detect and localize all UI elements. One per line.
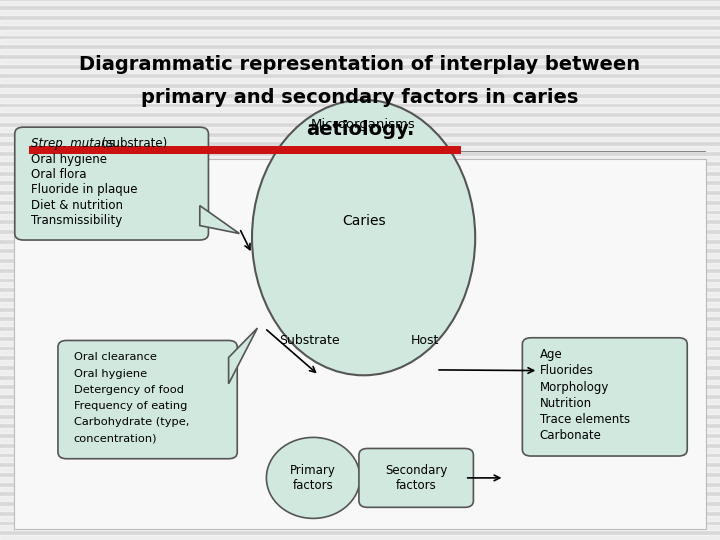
Text: Oral hygiene: Oral hygiene	[30, 152, 107, 165]
Bar	[0, 312, 720, 316]
Bar	[0, 78, 720, 83]
Bar	[0, 418, 720, 423]
Ellipse shape	[266, 437, 360, 518]
Bar	[0, 146, 720, 151]
Bar	[0, 0, 720, 132]
Bar	[0, 321, 720, 326]
Bar	[0, 59, 720, 64]
Text: Age: Age	[540, 348, 562, 361]
Text: concentration): concentration)	[73, 434, 157, 443]
Bar	[0, 214, 720, 219]
Bar	[0, 438, 720, 443]
Bar	[0, 477, 720, 482]
Bar	[0, 273, 720, 278]
Bar	[0, 166, 720, 171]
Text: Secondary
factors: Secondary factors	[385, 464, 447, 492]
Text: Diagrammatic representation of interplay between: Diagrammatic representation of interplay…	[79, 55, 641, 75]
Bar	[0, 30, 720, 35]
Bar	[0, 20, 720, 25]
Text: Microorganisms: Microorganisms	[311, 118, 416, 131]
Text: Diet & nutrition: Diet & nutrition	[30, 199, 122, 212]
Bar	[29, 151, 706, 152]
Bar	[0, 331, 720, 336]
FancyBboxPatch shape	[58, 341, 238, 459]
Bar	[0, 176, 720, 180]
Bar	[0, 244, 720, 248]
Polygon shape	[229, 328, 258, 384]
Bar	[0, 117, 720, 122]
Bar	[0, 360, 720, 365]
Bar	[0, 49, 720, 54]
Bar	[29, 146, 461, 154]
Text: Oral clearance: Oral clearance	[73, 353, 157, 362]
Text: Trace elements: Trace elements	[540, 413, 630, 426]
Bar	[0, 487, 720, 491]
Text: aetiology.: aetiology.	[306, 120, 414, 139]
Bar	[0, 263, 720, 268]
Bar	[0, 525, 720, 530]
Bar	[0, 127, 720, 132]
Bar	[0, 107, 720, 112]
Text: primary and secondary factors in caries: primary and secondary factors in caries	[141, 87, 579, 107]
Text: Strep. mutans: Strep. mutans	[30, 137, 114, 150]
Bar	[0, 1, 720, 5]
Text: Oral hygiene: Oral hygiene	[73, 369, 147, 379]
Bar	[0, 506, 720, 511]
Bar	[0, 98, 720, 103]
Bar	[0, 88, 720, 93]
Bar	[0, 380, 720, 384]
Bar	[0, 10, 720, 15]
Text: Substrate: Substrate	[279, 334, 340, 347]
Text: Morphology: Morphology	[540, 381, 609, 394]
Text: (substrate): (substrate)	[98, 137, 168, 150]
Bar	[0, 224, 720, 229]
Text: Frequency of eating: Frequency of eating	[73, 401, 187, 411]
Bar	[14, 159, 706, 529]
Bar	[0, 448, 720, 453]
Bar	[0, 389, 720, 394]
Text: Primary
factors: Primary factors	[290, 464, 336, 492]
Polygon shape	[199, 206, 239, 233]
Bar	[0, 399, 720, 404]
Text: Nutrition: Nutrition	[540, 397, 592, 410]
Bar	[0, 253, 720, 258]
FancyBboxPatch shape	[14, 127, 209, 240]
Text: Fluorides: Fluorides	[540, 364, 593, 377]
Bar	[0, 409, 720, 414]
Ellipse shape	[252, 100, 475, 375]
Text: Oral flora: Oral flora	[30, 168, 86, 181]
Bar	[0, 39, 720, 44]
Text: Carbohydrate (type,: Carbohydrate (type,	[73, 417, 189, 427]
Bar	[0, 156, 720, 161]
Bar	[0, 205, 720, 210]
Text: Transmissibility: Transmissibility	[30, 214, 122, 227]
Text: Fluoride in plaque: Fluoride in plaque	[30, 183, 137, 196]
Bar	[0, 302, 720, 307]
Bar	[0, 350, 720, 355]
Bar	[0, 282, 720, 287]
Bar	[0, 69, 720, 73]
Text: Host: Host	[410, 334, 439, 347]
Bar	[0, 341, 720, 346]
Bar	[0, 457, 720, 462]
Bar	[0, 195, 720, 200]
Bar	[0, 428, 720, 433]
Text: Detergency of food: Detergency of food	[73, 385, 184, 395]
Text: Carbonate: Carbonate	[540, 429, 601, 442]
Bar	[0, 370, 720, 375]
FancyBboxPatch shape	[359, 448, 474, 508]
Bar	[0, 234, 720, 239]
Bar	[0, 467, 720, 472]
Bar	[0, 137, 720, 141]
Bar	[0, 292, 720, 297]
Bar	[0, 185, 720, 190]
Text: Caries: Caries	[342, 214, 385, 228]
Bar	[0, 516, 720, 521]
Bar	[0, 496, 720, 501]
Bar	[0, 535, 720, 540]
FancyBboxPatch shape	[522, 338, 687, 456]
